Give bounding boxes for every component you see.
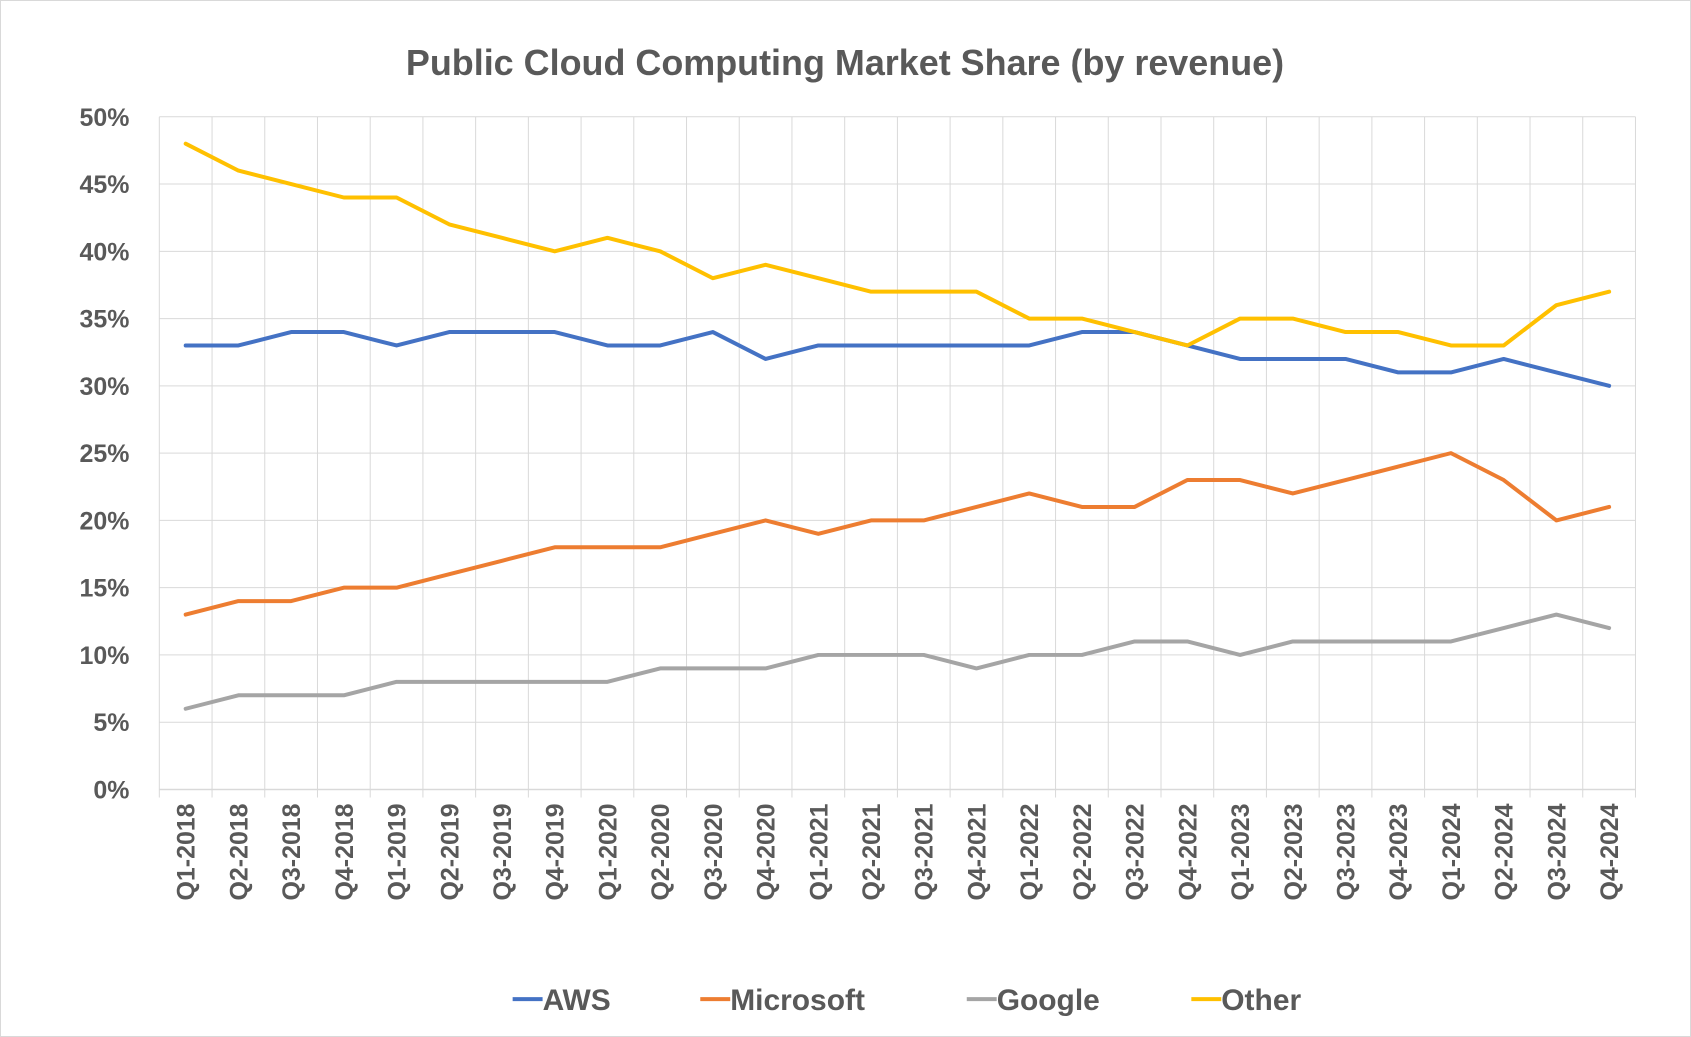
series-lines (183, 141, 1612, 711)
x-tick-label: Q4-2023 (1385, 803, 1413, 900)
y-tick-label: 30% (79, 373, 129, 401)
series-line-aws (183, 330, 1612, 388)
y-tick-label: 15% (79, 575, 129, 603)
x-tick-label: Q2-2018 (225, 803, 253, 900)
x-tick-label: Q1-2021 (805, 803, 833, 900)
x-tick-label: Q1-2024 (1438, 803, 1466, 900)
y-tick-label: 10% (79, 642, 129, 670)
chart-title: Public Cloud Computing Market Share (by … (406, 42, 1284, 83)
legend-label: Other (1221, 984, 1301, 1017)
series-line-other (183, 141, 1612, 348)
x-tick-label: Q1-2020 (594, 803, 622, 900)
x-axis: Q1-2018 Q2-2018 Q3-2018 Q4-2018 Q1-2019 Q2-20… (173, 803, 1624, 900)
legend-item-microsoft: Microsoft (700, 984, 865, 1017)
y-axis: 0% 5% 10% 15% 20% 25% 30% 35% 40% 45% 50% (79, 104, 129, 805)
x-tick-label: Q1-2023 (1227, 803, 1255, 900)
x-tick-label: Q3-2023 (1332, 803, 1360, 900)
legend-item-google: Google (966, 984, 1100, 1017)
y-tick-label: 0% (93, 776, 129, 804)
y-tick-label: 5% (93, 709, 129, 737)
x-tick-label: Q4-2018 (331, 803, 359, 900)
x-tick-label: Q3-2020 (700, 803, 728, 900)
series-line-microsoft (183, 451, 1612, 617)
x-tick-label: Q3-2024 (1543, 803, 1571, 900)
legend-label: AWS (543, 984, 611, 1017)
x-tick-label: Q4-2021 (963, 803, 991, 900)
x-tick-label: Q4-2022 (1174, 803, 1202, 900)
x-tick-label: Q4-2024 (1596, 803, 1624, 900)
legend: AWS Microsoft Google Other (512, 984, 1301, 1017)
x-tick-label: Q2-2023 (1280, 803, 1308, 900)
x-tick-label: Q2-2020 (647, 803, 675, 900)
x-tick-label: Q3-2018 (278, 803, 306, 900)
x-tick-label: Q1-2019 (384, 803, 412, 900)
x-tick-label: Q3-2019 (489, 803, 517, 900)
x-tick-label: Q2-2022 (1069, 803, 1097, 900)
x-tick-label: Q3-2021 (911, 803, 939, 900)
x-tick-label: Q2-2024 (1491, 803, 1519, 900)
legend-label: Microsoft (730, 984, 865, 1017)
gridlines (158, 116, 1636, 798)
legend-label: Google (997, 984, 1100, 1017)
series-line-google (183, 612, 1612, 711)
x-tick-label: Q2-2021 (858, 803, 886, 900)
x-tick-label: Q1-2018 (173, 803, 201, 900)
x-tick-label: Q4-2020 (753, 803, 781, 900)
x-tick-label: Q3-2022 (1122, 803, 1150, 900)
x-tick-label: Q4-2019 (542, 803, 570, 900)
x-tick-label: Q1-2022 (1016, 803, 1044, 900)
legend-item-aws: AWS (512, 984, 611, 1017)
y-tick-label: 20% (79, 507, 129, 535)
y-tick-label: 40% (79, 238, 129, 266)
y-tick-label: 25% (79, 440, 129, 468)
x-tick-label: Q2-2019 (436, 803, 464, 900)
y-tick-label: 45% (79, 171, 129, 199)
y-tick-label: 35% (79, 306, 129, 334)
legend-item-other: Other (1191, 984, 1301, 1017)
y-tick-label: 50% (79, 104, 129, 132)
